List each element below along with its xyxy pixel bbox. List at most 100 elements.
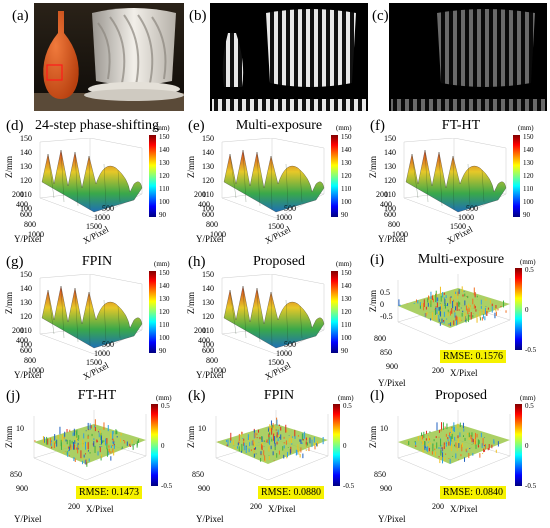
z-axis-label: Z/mm — [4, 426, 14, 448]
x-tick-label: 200 — [68, 502, 80, 511]
colorbar — [149, 135, 156, 217]
z-tick-label: 100 — [384, 204, 396, 213]
y-axis-label: Y/Pixel — [378, 234, 406, 244]
z-axis-label: Z/mm — [368, 156, 378, 178]
y-tick-label: 800 — [374, 334, 386, 343]
colorbar — [515, 404, 522, 486]
colorbar-tick-label: 140 — [159, 146, 170, 154]
panel-label: (h) — [188, 254, 206, 270]
colorbar-unit: (mm) — [520, 258, 536, 266]
colorbar-tick-label: 0 — [161, 442, 165, 450]
x-axis-label: X/Pixel — [450, 504, 478, 514]
z-axis-label: Z/mm — [4, 156, 14, 178]
colorbar-tick-label: 90 — [159, 347, 166, 355]
z-tick-label: 110 — [20, 190, 32, 199]
y-tick-label: 800 — [388, 220, 400, 229]
z-tick-label: 130 — [202, 162, 214, 171]
z-axis-label: Z/mm — [368, 290, 378, 312]
z-tick-label: 150 — [202, 270, 214, 279]
panel-title: FT-HT — [441, 118, 481, 133]
x-axis-label: X/Pixel — [450, 368, 478, 378]
colorbar-tick-label: 0.5 — [343, 402, 352, 410]
surface-plot — [398, 138, 508, 220]
colorbar — [151, 404, 158, 486]
colorbar-tick-label: 110 — [159, 321, 170, 329]
error-panel-k: (k) FPIN Z/mm 10 850 900 200 Y/Pixel X/Pi… — [186, 388, 364, 528]
panel-title: Proposed — [252, 254, 306, 269]
colorbar-tick-label: 120 — [523, 172, 534, 180]
z-tick-label: 130 — [20, 298, 32, 307]
y-tick-label: 850 — [10, 470, 22, 479]
photo-vases — [34, 3, 184, 111]
z-tick-label: 110 — [20, 326, 32, 335]
z-tick-label: 120 — [20, 176, 32, 185]
colorbar — [331, 271, 338, 353]
y-tick-label: 200 — [194, 190, 206, 199]
error-panel-j: (j) FT-HT Z/mm 10 850 900 200 Y/Pixel X/P… — [4, 388, 182, 528]
z-tick-label: 110 — [384, 190, 396, 199]
error-surface-plot — [30, 410, 148, 488]
z-tick-label: 140 — [20, 148, 32, 157]
y-axis-label: Y/Pixel — [14, 514, 42, 524]
colorbar-unit: (mm) — [338, 394, 354, 402]
colorbar-tick-label: 100 — [159, 198, 170, 206]
panel-label: (d) — [6, 118, 24, 134]
panel-label: (j) — [6, 388, 21, 404]
colorbar-tick-label: 100 — [341, 334, 352, 342]
z-tick-label: 140 — [384, 148, 396, 157]
colorbar — [513, 135, 520, 217]
z-tick-label: 110 — [202, 326, 214, 335]
z-tick-label: 140 — [202, 284, 214, 293]
panel-label-a: (a) — [12, 8, 29, 24]
x-tick-label: 1500 — [86, 358, 102, 367]
z-tick-label: 120 — [384, 176, 396, 185]
error-panel-i: (i) Multi-exposure Z/mm 0.5 0 -0.5 800 850 9… — [368, 252, 546, 392]
colorbar-tick-label: 130 — [341, 159, 352, 167]
y-tick-label: 800 — [206, 356, 218, 365]
y-axis-label: Y/Pixel — [196, 234, 224, 244]
z-tick-label: 10 — [198, 424, 206, 433]
panel-title: Multi-exposure — [235, 118, 323, 133]
rmse-badge: RMSE: 0.1473 — [76, 486, 143, 499]
y-tick-label: 600 — [20, 210, 32, 219]
height-panel-g: (g) FPIN Z/mm 150 140 130 120 110 100 200 400 6… — [4, 254, 182, 386]
x-tick-label: 1500 — [450, 222, 466, 231]
panel-label-c: (c) — [372, 8, 389, 24]
y-tick-label: 600 — [384, 210, 396, 219]
y-tick-label: 400 — [198, 200, 210, 209]
y-axis-label: Y/Pixel — [196, 514, 224, 524]
colorbar-tick-label: 120 — [341, 308, 352, 316]
fringe-image-high-exposure — [210, 3, 368, 111]
colorbar-tick-label: 140 — [341, 146, 352, 154]
colorbar-unit: (mm) — [154, 124, 170, 132]
y-tick-label: 800 — [24, 356, 36, 365]
y-tick-label: 200 — [376, 190, 388, 199]
panel-title: FPIN — [263, 388, 295, 403]
colorbar-tick-label: 130 — [159, 159, 170, 167]
y-tick-label: 850 — [374, 470, 386, 479]
colorbar-tick-label: 0 — [525, 306, 529, 314]
colorbar-tick-label: 90 — [523, 211, 530, 219]
z-axis-label: Z/mm — [368, 426, 378, 448]
x-tick-label: 1000 — [94, 349, 110, 358]
z-tick-label: 150 — [20, 270, 32, 279]
fringe-image-low-exposure — [389, 3, 547, 111]
colorbar-tick-label: 150 — [159, 133, 170, 141]
x-tick-label: 200 — [432, 502, 444, 511]
y-tick-label: 400 — [198, 336, 210, 345]
colorbar-tick-label: 120 — [341, 172, 352, 180]
colorbar-tick-label: -0.5 — [343, 482, 355, 490]
surface-plot — [216, 138, 326, 220]
colorbar-tick-label: 120 — [159, 308, 170, 316]
y-tick-label: 400 — [16, 200, 28, 209]
colorbar-tick-label: -0.5 — [161, 482, 173, 490]
panel-title: FT-HT — [77, 388, 117, 403]
y-tick-label: 600 — [202, 210, 214, 219]
y-axis-label: Y/Pixel — [378, 514, 406, 524]
panel-label-b: (b) — [189, 8, 207, 24]
z-tick-label: 0 — [380, 300, 384, 309]
z-tick-label: 130 — [384, 162, 396, 171]
z-tick-label: 120 — [20, 312, 32, 321]
colorbar-tick-label: 150 — [159, 269, 170, 277]
z-tick-label: 130 — [20, 162, 32, 171]
